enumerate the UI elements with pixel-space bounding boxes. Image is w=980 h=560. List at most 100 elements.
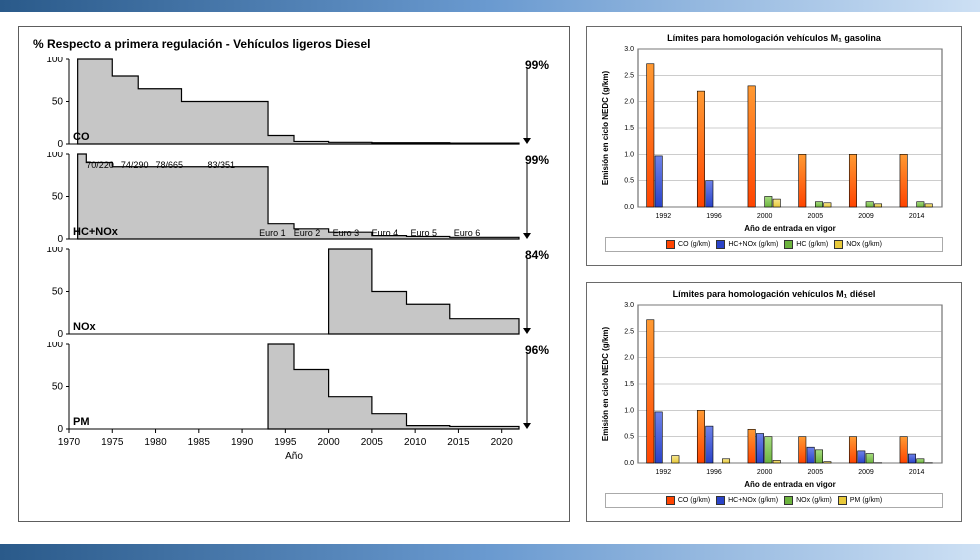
svg-text:96%: 96%: [525, 343, 549, 357]
svg-text:2010: 2010: [404, 437, 427, 448]
svg-text:50: 50: [52, 287, 64, 298]
legend-swatch: [666, 496, 675, 505]
svg-text:1990: 1990: [231, 437, 254, 448]
svg-text:2.5: 2.5: [624, 72, 634, 79]
svg-text:78/665: 78/665: [156, 160, 184, 170]
svg-text:100: 100: [46, 152, 63, 160]
left-step-chart-panel: % Respecto a primera regulación - Vehícu…: [18, 26, 570, 522]
svg-text:2009: 2009: [858, 213, 874, 220]
svg-text:70/220: 70/220: [86, 160, 114, 170]
svg-text:2000: 2000: [317, 437, 340, 448]
svg-text:1980: 1980: [144, 437, 167, 448]
svg-text:2005: 2005: [808, 213, 824, 220]
svg-text:74/290: 74/290: [121, 160, 149, 170]
step-subplot-nox: 0 50 100 NOx 84%: [37, 247, 557, 342]
svg-text:0.0: 0.0: [624, 204, 634, 211]
svg-text:Euro 6: Euro 6: [454, 228, 481, 238]
legend-label: CO (g/km): [678, 497, 710, 504]
svg-text:2.0: 2.0: [624, 355, 634, 362]
svg-text:2009: 2009: [858, 469, 874, 476]
svg-text:1.5: 1.5: [624, 125, 634, 132]
svg-text:99%: 99%: [525, 153, 549, 167]
svg-text:1970: 1970: [58, 437, 81, 448]
diesel-title: Límites para homologación vehículos M₁ d…: [587, 283, 961, 299]
footer-gradient-bar: [0, 544, 980, 560]
svg-text:0: 0: [57, 329, 63, 340]
legend-label: HC+NOx (g/km): [728, 241, 778, 248]
svg-text:NOx: NOx: [73, 321, 97, 333]
legend-item: PM (g/km): [838, 496, 882, 505]
gasolina-plot: 0.00.51.01.52.02.53.0Emisión en ciclo NE…: [596, 43, 952, 235]
svg-text:50: 50: [52, 97, 64, 108]
svg-text:2015: 2015: [447, 437, 470, 448]
legend-swatch: [834, 240, 843, 249]
legend-label: CO (g/km): [678, 241, 710, 248]
svg-text:100: 100: [46, 57, 63, 65]
legend-item: NOx (g/km): [784, 496, 832, 505]
svg-text:PM: PM: [73, 416, 90, 428]
svg-text:3.0: 3.0: [624, 46, 634, 53]
svg-text:1.0: 1.0: [624, 151, 634, 158]
svg-text:2020: 2020: [491, 437, 514, 448]
legend-swatch: [784, 496, 793, 505]
bar-chart-diesel: Límites para homologación vehículos M₁ d…: [586, 282, 962, 522]
legend-item: HC+NOx (g/km): [716, 496, 778, 505]
left-chart-title: % Respecto a primera regulación - Vehícu…: [33, 37, 555, 51]
content-area: % Respecto a primera regulación - Vehícu…: [0, 26, 980, 536]
svg-text:50: 50: [52, 382, 64, 393]
svg-text:1995: 1995: [274, 437, 297, 448]
header-gradient-bar: [0, 0, 980, 12]
svg-text:0.0: 0.0: [624, 460, 634, 467]
legend-item: HC+NOx (g/km): [716, 240, 778, 249]
svg-text:Euro 1: Euro 1: [259, 228, 286, 238]
step-subplot-pm: 050100PM96%19701975198019851990199520002…: [37, 342, 557, 471]
svg-text:Año de entrada en vigor: Año de entrada en vigor: [744, 224, 836, 233]
svg-text:2000: 2000: [757, 213, 773, 220]
svg-text:1996: 1996: [706, 469, 722, 476]
legend-item: NOx (g/km): [834, 240, 882, 249]
svg-text:1992: 1992: [656, 469, 672, 476]
svg-text:3.0: 3.0: [624, 302, 634, 309]
svg-text:2000: 2000: [757, 469, 773, 476]
svg-text:2.5: 2.5: [624, 328, 634, 335]
svg-text:1985: 1985: [188, 437, 211, 448]
svg-text:CO: CO: [73, 131, 90, 143]
diesel-legend: CO (g/km) HC+NOx (g/km) NOx (g/km) PM (g/km…: [605, 493, 943, 508]
right-bar-charts-panel: Límites para homologación vehículos M₁ g…: [586, 26, 962, 522]
svg-text:Euro 4: Euro 4: [372, 228, 399, 238]
gasolina-title: Límites para homologación vehículos M₁ g…: [587, 27, 961, 43]
svg-text:1996: 1996: [706, 213, 722, 220]
svg-text:1.0: 1.0: [624, 407, 634, 414]
svg-text:0.5: 0.5: [624, 178, 634, 185]
svg-text:0: 0: [57, 424, 63, 435]
svg-text:50: 50: [52, 192, 64, 203]
legend-label: HC+NOx (g/km): [728, 497, 778, 504]
legend-label: HC (g/km): [796, 241, 828, 248]
step-subplot-hc-nox: 050100HC+NOx70/22074/29078/66583/351Euro…: [37, 152, 557, 247]
svg-text:Año de entrada en vigor: Año de entrada en vigor: [744, 480, 836, 489]
svg-text:0.5: 0.5: [624, 434, 634, 441]
legend-swatch: [716, 496, 725, 505]
legend-swatch: [716, 240, 725, 249]
left-subplots-container: 0 50 100 CO 99% 0 50 100 HC+NOx 70/220 74/290 78/66…: [33, 57, 555, 471]
legend-swatch: [784, 240, 793, 249]
svg-text:2.0: 2.0: [624, 99, 634, 106]
svg-text:Euro 2: Euro 2: [294, 228, 321, 238]
bar-chart-gasolina: Límites para homologación vehículos M₁ g…: [586, 26, 962, 266]
legend-item: CO (g/km): [666, 496, 710, 505]
svg-text:1.5: 1.5: [624, 381, 634, 388]
legend-label: NOx (g/km): [796, 497, 832, 504]
svg-text:2014: 2014: [909, 213, 925, 220]
svg-text:100: 100: [46, 247, 63, 255]
svg-text:Euro 3: Euro 3: [333, 228, 360, 238]
svg-text:2005: 2005: [808, 469, 824, 476]
svg-text:1975: 1975: [101, 437, 124, 448]
step-subplot-co: 050100CO99%: [37, 57, 557, 152]
svg-text:Año: Año: [285, 451, 303, 462]
svg-text:Emisión en ciclo NEDC (g/km): Emisión en ciclo NEDC (g/km): [601, 327, 610, 442]
legend-label: NOx (g/km): [846, 241, 882, 248]
svg-text:HC+NOx: HC+NOx: [73, 226, 119, 238]
legend-item: HC (g/km): [784, 240, 828, 249]
svg-text:84%: 84%: [525, 248, 549, 262]
legend-swatch: [838, 496, 847, 505]
